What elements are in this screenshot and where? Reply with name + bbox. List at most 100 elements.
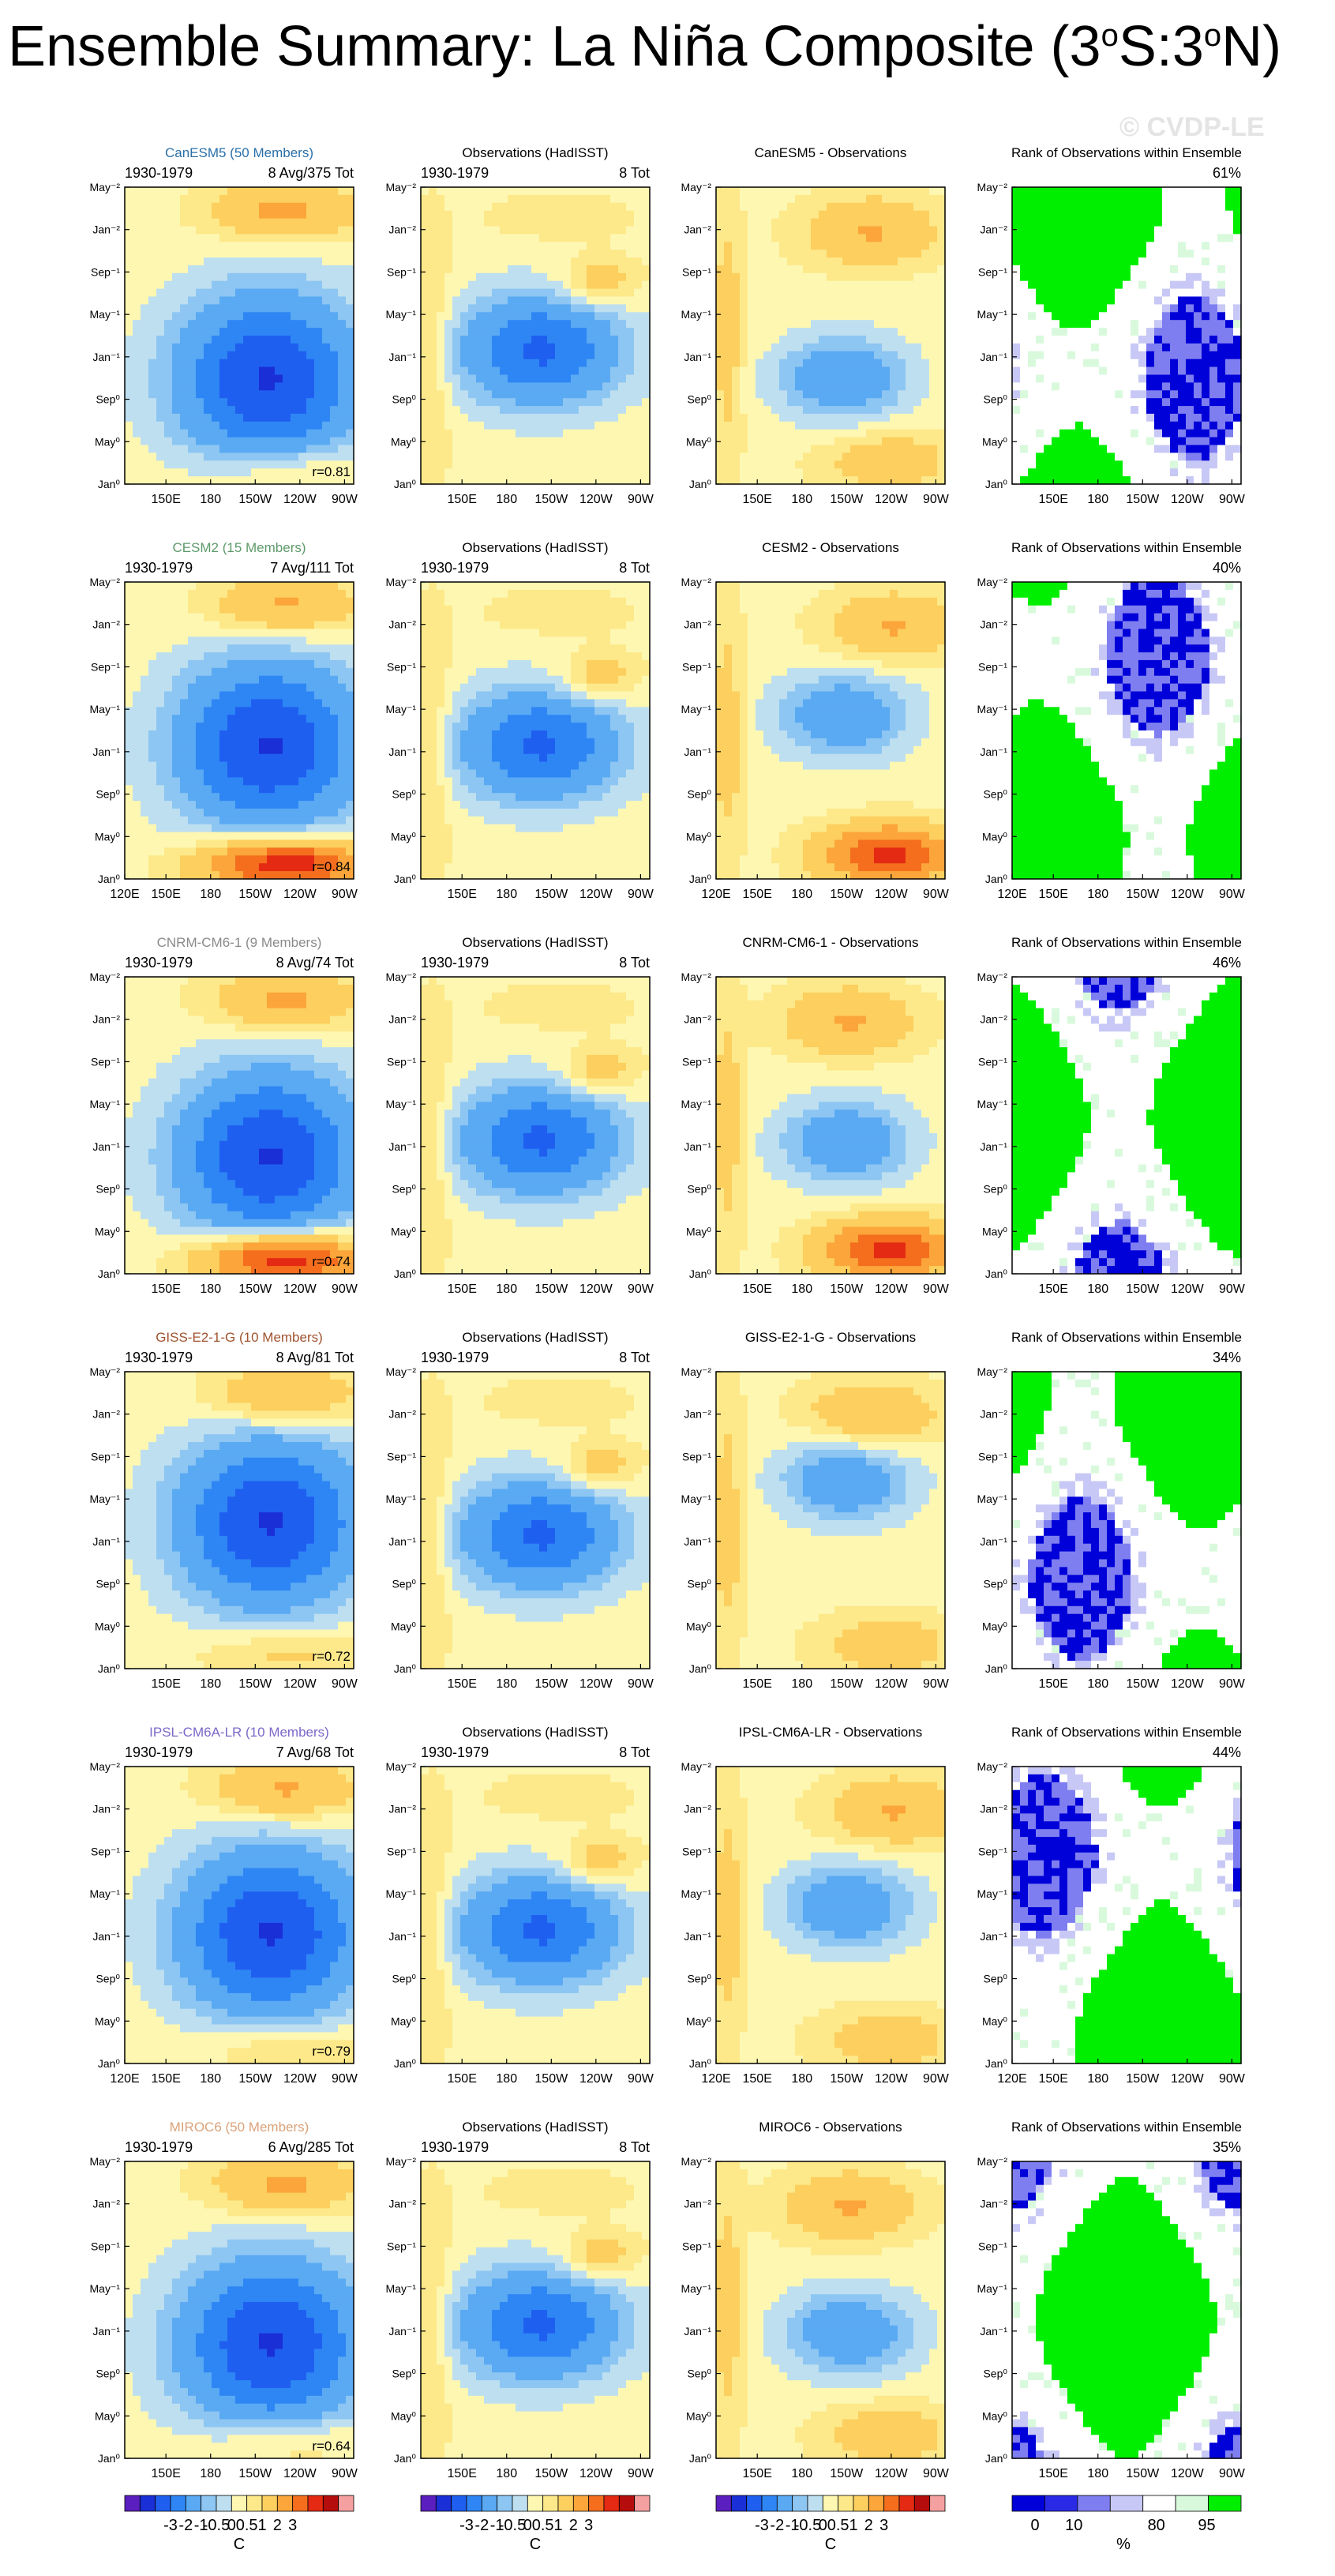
field-cell [492,445,501,453]
field-cell [858,226,867,235]
field-cell [188,390,197,399]
rank-cell [1131,296,1139,305]
field-cell [827,312,835,321]
rank-cell [1233,366,1242,376]
field-cell [283,445,291,453]
field-cell [298,437,307,446]
field-cell [188,582,197,591]
field-cell [235,398,244,407]
rank-cell [1052,210,1060,220]
rank-cell [1186,296,1194,305]
field-cell [306,468,315,477]
field-cell [626,288,635,298]
rank-cell [1075,242,1084,250]
field-cell [716,445,725,453]
field-cell [219,460,228,469]
field-cell [243,366,252,376]
field-cell [421,366,429,376]
rank-cell [1170,296,1179,305]
field-cell [283,296,291,305]
field-cell [164,280,173,290]
field-cell [259,359,268,368]
field-cell [937,390,946,399]
field-cell [531,210,540,220]
field-cell [819,272,827,282]
field-cell [172,336,181,344]
field-cell [929,437,938,446]
field-cell [842,296,851,305]
field-cell [306,390,315,399]
field-cell [716,351,725,360]
rank-cell [1115,359,1123,368]
rank-cell [1225,343,1234,352]
field-cell [468,265,477,274]
field-cell [882,234,891,242]
rank-cell [1107,336,1116,344]
rank-cell [1217,406,1226,415]
field-cell [148,445,157,453]
rank-cell [1146,272,1155,282]
field-cell [858,194,867,204]
rank-cell [1131,452,1139,461]
rank-cell [1154,374,1163,383]
y-tick-label: Jan⁻¹ [388,351,416,363]
rank-cell [1083,320,1092,329]
field-cell [642,312,651,321]
field-cell [834,359,843,368]
rank-cell [1217,242,1226,250]
field-cell [756,445,764,453]
field-cell [913,202,922,212]
rank-cell [1217,336,1226,344]
field-cell [148,280,157,290]
field-cell [626,280,635,290]
field-cell [803,257,812,266]
field-cell [314,242,323,250]
field-cell [164,242,173,250]
rank-cell [1083,187,1092,196]
field-cell [500,413,508,422]
field-cell [251,257,260,266]
rank-cell [1209,421,1218,430]
field-cell [298,218,307,227]
field-cell [508,343,516,352]
field-cell [235,280,244,290]
field-cell [188,421,197,430]
field-cell [314,406,323,415]
rank-cell [1012,445,1021,453]
field-cell [298,359,307,368]
field-cell [437,445,445,453]
field-cell [587,328,595,336]
field-cell [579,320,587,329]
rank-cell [1194,304,1202,313]
field-cell [763,194,772,204]
rank-cell [1202,460,1210,469]
field-cell [842,242,851,250]
field-cell [164,328,173,336]
field-cell [913,312,922,321]
rank-cell [1225,468,1234,477]
field-cell [819,390,827,399]
rank-cell [1123,194,1131,204]
field-cell [906,366,914,376]
field-cell [141,824,149,833]
field-cell [476,272,485,282]
rank-cell [1091,468,1100,477]
field-cell [219,429,228,438]
field-cell [164,683,173,693]
rank-cell [1162,398,1171,407]
field-cell [204,234,212,242]
field-cell [172,745,181,755]
field-cell [212,288,220,298]
field-cell [164,382,173,391]
rank-cell [1217,452,1226,461]
field-cell [212,699,220,708]
field-cell [330,250,339,258]
rank-cell [1099,218,1108,227]
field-cell [314,452,323,461]
field-cell [444,398,453,407]
field-cell [148,597,157,606]
rank-cell [1194,460,1202,469]
rank-cell [1154,460,1163,469]
rank-cell [1202,429,1210,438]
field-cell [346,343,354,352]
